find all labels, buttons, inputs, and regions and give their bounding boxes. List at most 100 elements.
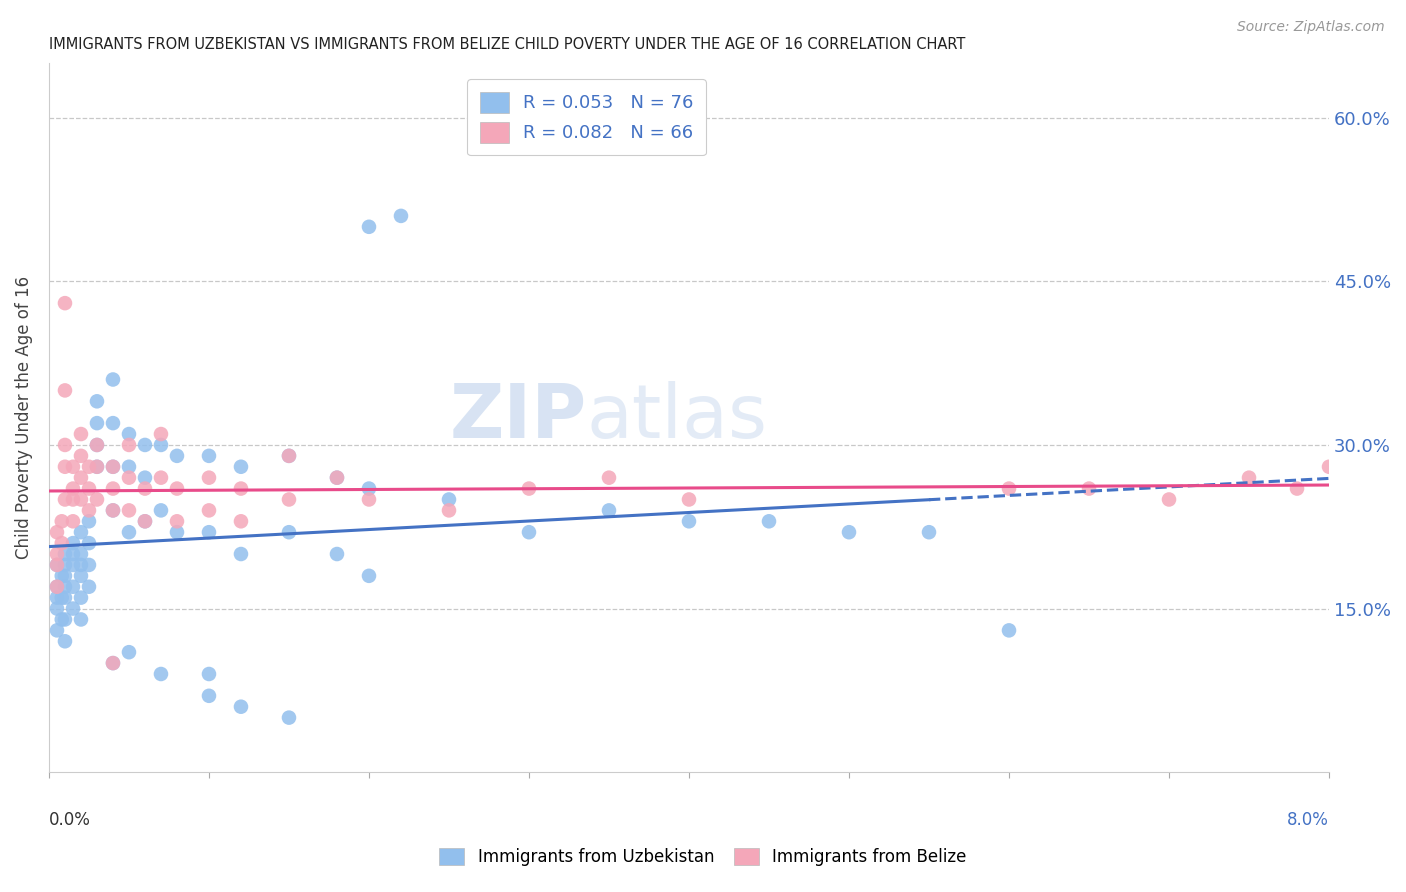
Point <box>1317 459 1340 474</box>
Point <box>326 547 349 561</box>
Point <box>86 416 108 430</box>
Point <box>53 634 76 648</box>
Point <box>357 492 380 507</box>
Point <box>62 558 84 572</box>
Point <box>517 525 540 540</box>
Point <box>118 427 141 442</box>
Point <box>51 536 73 550</box>
Point <box>149 471 172 485</box>
Point <box>229 459 252 474</box>
Text: IMMIGRANTS FROM UZBEKISTAN VS IMMIGRANTS FROM BELIZE CHILD POVERTY UNDER THE AGE: IMMIGRANTS FROM UZBEKISTAN VS IMMIGRANTS… <box>49 37 966 53</box>
Point <box>101 416 124 430</box>
Point <box>198 449 221 463</box>
Point <box>598 503 620 517</box>
Point <box>86 492 108 507</box>
Point <box>118 459 141 474</box>
Legend: R = 0.053   N = 76, R = 0.082   N = 66: R = 0.053 N = 76, R = 0.082 N = 66 <box>467 79 706 155</box>
Point <box>437 492 460 507</box>
Point <box>326 471 349 485</box>
Point <box>70 591 93 605</box>
Point <box>1285 482 1308 496</box>
Point <box>166 525 188 540</box>
Point <box>77 514 100 528</box>
Point <box>278 492 301 507</box>
Point <box>62 459 84 474</box>
Point <box>46 558 69 572</box>
Point <box>70 471 93 485</box>
Point <box>134 471 156 485</box>
Point <box>134 514 156 528</box>
Point <box>51 569 73 583</box>
Point <box>118 503 141 517</box>
Text: atlas: atlas <box>586 381 768 454</box>
Point <box>326 471 349 485</box>
Text: 0.0%: 0.0% <box>49 811 91 830</box>
Point <box>86 438 108 452</box>
Point <box>598 471 620 485</box>
Point <box>62 536 84 550</box>
Point <box>229 514 252 528</box>
Text: ZIP: ZIP <box>450 381 586 454</box>
Point <box>46 580 69 594</box>
Point <box>62 492 84 507</box>
Point <box>53 558 76 572</box>
Point <box>70 525 93 540</box>
Point <box>101 482 124 496</box>
Point <box>918 525 941 540</box>
Point <box>51 612 73 626</box>
Point <box>229 547 252 561</box>
Point <box>357 482 380 496</box>
Legend: Immigrants from Uzbekistan, Immigrants from Belize: Immigrants from Uzbekistan, Immigrants f… <box>433 841 973 873</box>
Point <box>70 427 93 442</box>
Point <box>46 624 69 638</box>
Point <box>198 471 221 485</box>
Point <box>149 503 172 517</box>
Point <box>134 482 156 496</box>
Point <box>389 209 412 223</box>
Point <box>86 394 108 409</box>
Point <box>437 503 460 517</box>
Point <box>1078 482 1101 496</box>
Point <box>51 514 73 528</box>
Point <box>517 482 540 496</box>
Point <box>62 514 84 528</box>
Point <box>101 503 124 517</box>
Point <box>101 459 124 474</box>
Point <box>70 569 93 583</box>
Point <box>357 219 380 234</box>
Point <box>70 558 93 572</box>
Point <box>86 438 108 452</box>
Point <box>149 438 172 452</box>
Point <box>998 482 1021 496</box>
Point <box>198 503 221 517</box>
Point <box>70 449 93 463</box>
Point <box>62 547 84 561</box>
Point <box>678 492 700 507</box>
Point <box>86 459 108 474</box>
Y-axis label: Child Poverty Under the Age of 16: Child Poverty Under the Age of 16 <box>15 277 32 559</box>
Point <box>77 580 100 594</box>
Point <box>278 711 301 725</box>
Point <box>70 492 93 507</box>
Point <box>229 482 252 496</box>
Point <box>118 471 141 485</box>
Point <box>53 580 76 594</box>
Point <box>86 459 108 474</box>
Point <box>1237 471 1260 485</box>
Point <box>62 580 84 594</box>
Point <box>758 514 780 528</box>
Point <box>134 514 156 528</box>
Point <box>838 525 860 540</box>
Point <box>678 514 700 528</box>
Point <box>51 591 73 605</box>
Point <box>53 612 76 626</box>
Point <box>53 492 76 507</box>
Point <box>77 503 100 517</box>
Point <box>101 459 124 474</box>
Point <box>53 459 76 474</box>
Point <box>101 656 124 670</box>
Point <box>118 438 141 452</box>
Point <box>198 525 221 540</box>
Point <box>166 482 188 496</box>
Point <box>53 438 76 452</box>
